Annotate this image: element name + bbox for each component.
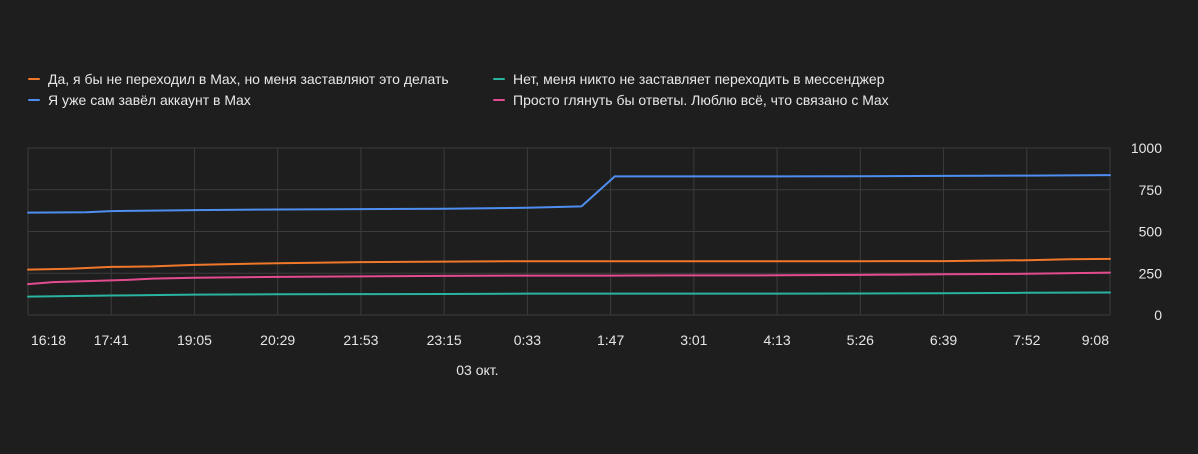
series-line-blue[interactable] [27, 174, 1111, 214]
x-tick-label: 1:47 [597, 332, 624, 348]
series-line-teal[interactable] [27, 291, 1111, 298]
x-tick-label: 9:08 [1082, 332, 1109, 348]
legend-swatch-pink [493, 98, 505, 101]
x-tick-label: 3:01 [680, 332, 707, 348]
legend-item-teal[interactable]: Нет, меня никто не заставляет переходить… [493, 71, 885, 87]
x-tick-label: 16:18 [31, 332, 66, 348]
legend-label: Просто глянуть бы ответы. Люблю всё, что… [513, 91, 889, 108]
legend-label: Да, я бы не переходил в Max, но меня зас… [48, 70, 449, 87]
legend-swatch-teal [493, 77, 505, 80]
legend-item-pink[interactable]: Просто глянуть бы ответы. Люблю всё, что… [493, 92, 889, 108]
y-tick-label: 500 [1139, 224, 1163, 240]
x-tick-label: 7:52 [1013, 332, 1040, 348]
x-tick-label: 17:41 [94, 332, 129, 348]
x-tick-label: 0:33 [514, 332, 541, 348]
x-tick-label: 6:39 [930, 332, 957, 348]
chart-legend: Да, я бы не переходил в Max, но меня зас… [28, 68, 1128, 110]
x-tick-label: 20:29 [260, 332, 295, 348]
x-tick-label: 21:53 [343, 332, 378, 348]
legend-label: Нет, меня никто не заставляет переходить… [513, 70, 885, 87]
x-tick-label: 23:15 [427, 332, 462, 348]
x-date-sublabel: 03 окт. [456, 362, 498, 378]
x-tick-label: 4:13 [763, 332, 790, 348]
legend-swatch-blue [28, 98, 40, 101]
y-tick-label: 250 [1139, 265, 1163, 281]
series-line-orange[interactable] [27, 257, 1111, 271]
legend-item-orange[interactable]: Да, я бы не переходил в Max, но меня зас… [28, 71, 493, 87]
legend-swatch-orange [28, 77, 40, 80]
legend-label: Я уже сам завёл аккаунт в Max [48, 91, 251, 108]
y-tick-label: 750 [1139, 182, 1163, 198]
y-tick-label: 1000 [1131, 140, 1162, 156]
series-line-pink[interactable] [27, 271, 1111, 286]
legend-item-blue[interactable]: Я уже сам завёл аккаунт в Max [28, 92, 493, 108]
y-tick-label: 0 [1154, 307, 1162, 323]
x-tick-label: 5:26 [847, 332, 874, 348]
x-tick-label: 19:05 [177, 332, 212, 348]
